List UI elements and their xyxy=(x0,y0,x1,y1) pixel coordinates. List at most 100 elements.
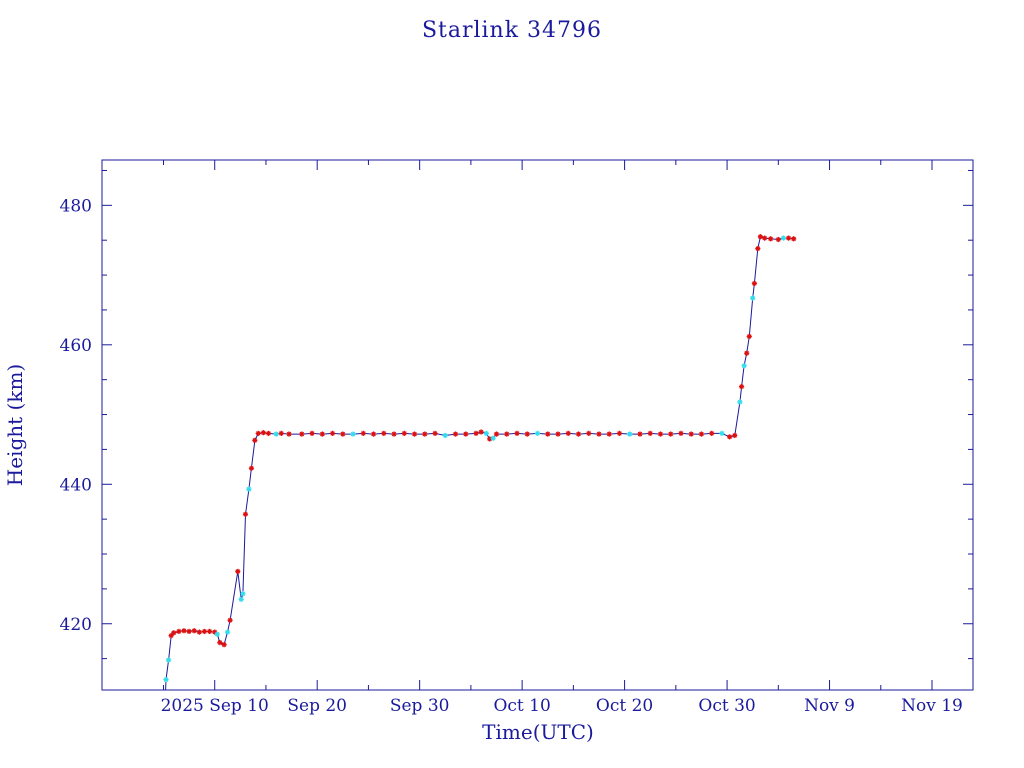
data-point xyxy=(757,234,763,240)
data-point xyxy=(545,431,551,437)
x-tick-label: Oct 20 xyxy=(596,696,653,716)
data-point xyxy=(555,431,561,437)
data-point xyxy=(227,617,233,623)
data-point xyxy=(217,639,223,646)
data-point xyxy=(176,628,182,635)
data-point xyxy=(785,235,792,241)
data-point xyxy=(214,631,220,637)
data-point xyxy=(750,295,756,301)
data-point xyxy=(606,431,612,437)
data-point xyxy=(473,430,479,436)
data-point xyxy=(709,430,715,436)
data-point xyxy=(340,431,346,437)
data-point xyxy=(401,430,407,436)
data-point xyxy=(762,235,768,241)
data-point xyxy=(181,628,187,634)
data-point xyxy=(196,629,202,635)
y-tick-label: 460 xyxy=(60,336,92,356)
data-point xyxy=(744,350,750,356)
x-tick-label: Nov 9 xyxy=(804,696,855,716)
data-point xyxy=(391,431,397,437)
data-point xyxy=(768,236,774,242)
y-tick-label: 480 xyxy=(60,196,92,216)
axis-ticks xyxy=(102,160,973,690)
series-markers xyxy=(163,234,797,683)
data-point xyxy=(780,235,787,241)
data-point xyxy=(565,430,571,436)
data-point xyxy=(265,430,272,436)
data-point xyxy=(575,431,582,437)
data-point xyxy=(514,430,520,436)
data-point xyxy=(432,430,438,436)
x-tick-label: Sep 20 xyxy=(287,696,347,716)
data-point xyxy=(755,245,761,252)
data-point xyxy=(370,431,377,437)
data-point xyxy=(647,430,653,436)
data-point xyxy=(737,399,743,405)
data-point xyxy=(238,596,244,602)
data-point xyxy=(524,431,530,437)
y-tick-label: 420 xyxy=(60,615,92,635)
series-line xyxy=(165,236,794,691)
data-point xyxy=(191,628,197,634)
x-tick-label: Oct 30 xyxy=(698,696,755,716)
data-point xyxy=(252,437,258,443)
data-point xyxy=(627,431,633,437)
data-point xyxy=(596,431,602,437)
data-point xyxy=(586,430,592,436)
series-lines xyxy=(165,236,794,691)
x-tick-label: Sep 30 xyxy=(390,696,450,716)
data-point xyxy=(255,430,261,436)
chart-title: Starlink 34796 xyxy=(422,18,602,43)
data-point xyxy=(422,431,428,437)
data-point xyxy=(240,591,246,597)
data-point xyxy=(242,511,249,517)
data-point xyxy=(478,429,484,435)
data-point xyxy=(751,280,757,287)
data-point xyxy=(273,431,279,437)
data-point xyxy=(616,430,623,436)
data-point xyxy=(741,363,747,369)
data-point xyxy=(360,430,366,436)
data-point xyxy=(286,431,292,437)
data-point xyxy=(775,236,781,243)
data-point xyxy=(235,568,241,575)
data-point xyxy=(299,431,305,437)
data-point xyxy=(411,431,418,437)
data-point xyxy=(688,431,694,437)
x-tick-label: 2025 Sep 10 xyxy=(161,696,269,716)
data-point xyxy=(309,430,315,436)
data-point xyxy=(504,431,510,437)
data-point xyxy=(260,430,266,436)
data-point xyxy=(350,431,356,437)
data-point xyxy=(224,629,231,635)
data-point xyxy=(201,628,208,635)
y-tick-labels: 420 440 460 480 xyxy=(60,196,92,634)
data-point xyxy=(668,431,674,437)
data-point xyxy=(493,431,500,437)
data-point xyxy=(483,430,489,436)
x-tick-labels: 2025 Sep 10 Sep 20 Sep 30 Oct 10 Oct 20 Oct 3… xyxy=(161,696,963,716)
data-point xyxy=(329,430,336,436)
data-point xyxy=(698,431,705,437)
data-point xyxy=(278,430,284,436)
x-tick-label: Nov 19 xyxy=(901,696,963,716)
data-point xyxy=(534,430,541,436)
data-point xyxy=(463,431,469,437)
data-point xyxy=(319,431,325,437)
data-point xyxy=(738,384,745,390)
x-axis-label: Time(UTC) xyxy=(482,720,594,744)
data-point xyxy=(452,431,459,437)
plot-frame xyxy=(101,159,974,691)
data-point xyxy=(727,434,733,440)
y-axis-label: Height (km) xyxy=(3,364,27,486)
data-point xyxy=(719,430,725,436)
data-point xyxy=(732,432,738,439)
data-point xyxy=(637,431,643,437)
data-point xyxy=(171,630,177,636)
data-point xyxy=(221,642,227,648)
data-point xyxy=(206,628,213,635)
data-point xyxy=(490,435,496,441)
data-point xyxy=(248,465,255,471)
